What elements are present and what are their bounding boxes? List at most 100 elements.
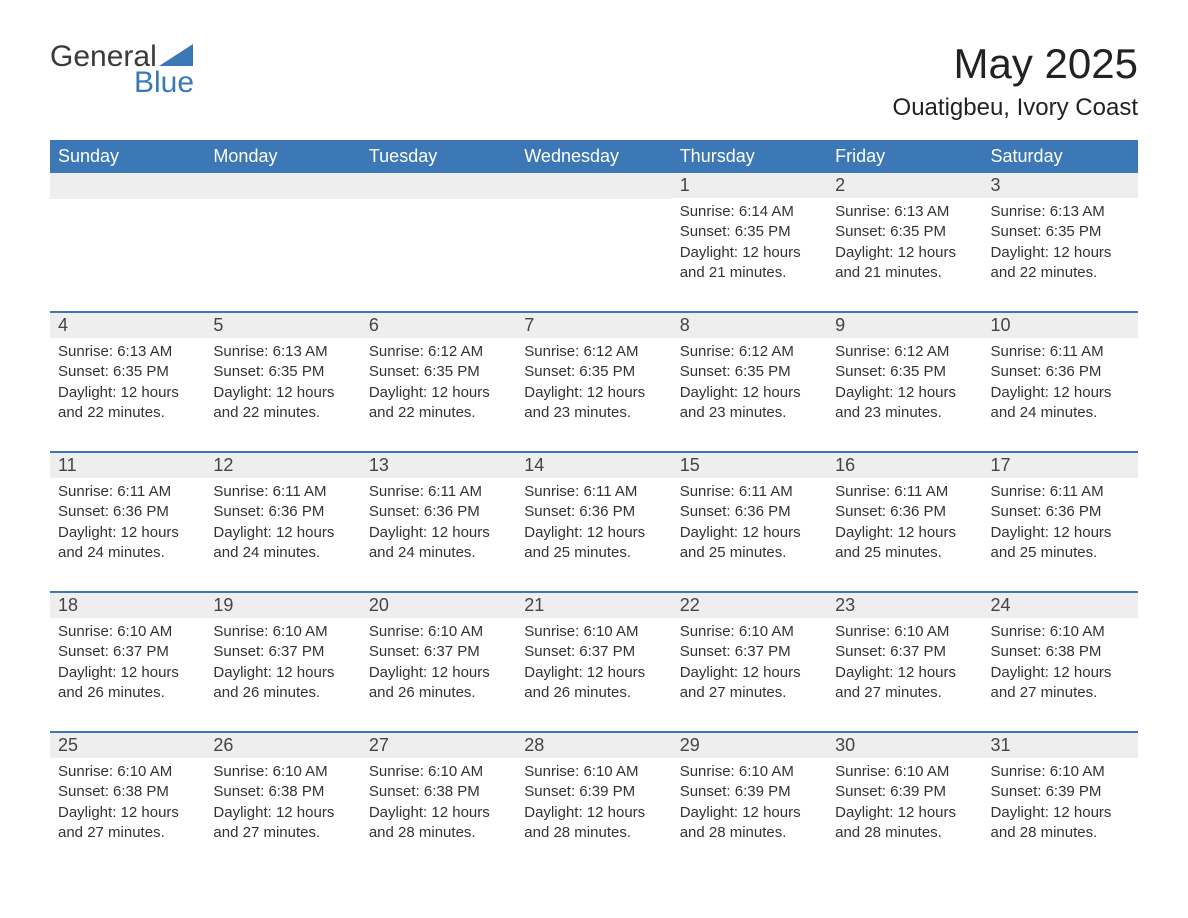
- page-header: General Blue May 2025 Ouatigbeu, Ivory C…: [50, 40, 1138, 122]
- day-body: Sunrise: 6:10 AMSunset: 6:39 PMDaylight:…: [516, 758, 671, 851]
- day-body: Sunrise: 6:10 AMSunset: 6:38 PMDaylight:…: [205, 758, 360, 851]
- daylight-text: Daylight: 12 hours and 27 minutes.: [991, 663, 1130, 704]
- day-body: Sunrise: 6:11 AMSunset: 6:36 PMDaylight:…: [50, 478, 205, 571]
- sunset-text: Sunset: 6:36 PM: [991, 362, 1130, 382]
- day-cell: 30Sunrise: 6:10 AMSunset: 6:39 PMDayligh…: [827, 733, 982, 853]
- sunrise-text: Sunrise: 6:12 AM: [835, 342, 974, 362]
- sunset-text: Sunset: 6:37 PM: [213, 642, 352, 662]
- daylight-text: Daylight: 12 hours and 28 minutes.: [369, 803, 508, 844]
- day-body: Sunrise: 6:10 AMSunset: 6:39 PMDaylight:…: [672, 758, 827, 851]
- day-body: Sunrise: 6:11 AMSunset: 6:36 PMDaylight:…: [516, 478, 671, 571]
- sunset-text: Sunset: 6:37 PM: [835, 642, 974, 662]
- daylight-text: Daylight: 12 hours and 24 minutes.: [991, 383, 1130, 424]
- day-number: [361, 173, 516, 199]
- day-body: Sunrise: 6:10 AMSunset: 6:37 PMDaylight:…: [361, 618, 516, 711]
- day-number: 18: [50, 593, 205, 618]
- daylight-text: Daylight: 12 hours and 25 minutes.: [524, 523, 663, 564]
- sunrise-text: Sunrise: 6:14 AM: [680, 202, 819, 222]
- daylight-text: Daylight: 12 hours and 25 minutes.: [991, 523, 1130, 564]
- sunset-text: Sunset: 6:39 PM: [835, 782, 974, 802]
- sunrise-text: Sunrise: 6:10 AM: [58, 622, 197, 642]
- daylight-text: Daylight: 12 hours and 28 minutes.: [835, 803, 974, 844]
- day-number: [205, 173, 360, 199]
- sunset-text: Sunset: 6:38 PM: [58, 782, 197, 802]
- day-body: Sunrise: 6:10 AMSunset: 6:37 PMDaylight:…: [672, 618, 827, 711]
- sunrise-text: Sunrise: 6:11 AM: [835, 482, 974, 502]
- sunrise-text: Sunrise: 6:11 AM: [213, 482, 352, 502]
- calendar: SundayMondayTuesdayWednesdayThursdayFrid…: [50, 140, 1138, 853]
- day-number: 17: [983, 453, 1138, 478]
- day-cell: 6 Sunrise: 6:12 AMSunset: 6:35 PMDaylight…: [361, 313, 516, 433]
- day-header: Wednesday: [516, 140, 671, 173]
- daylight-text: Daylight: 12 hours and 28 minutes.: [680, 803, 819, 844]
- day-cell: 9Sunrise: 6:12 AMSunset: 6:35 PMDaylight…: [827, 313, 982, 433]
- day-number: [516, 173, 671, 199]
- sunset-text: Sunset: 6:39 PM: [524, 782, 663, 802]
- day-body: Sunrise: 6:12 AMSunset: 6:35 PMDaylight:…: [516, 338, 671, 431]
- day-cell: 16Sunrise: 6:11 AMSunset: 6:36 PMDayligh…: [827, 453, 982, 573]
- day-cell: 5Sunrise: 6:13 AMSunset: 6:35 PMDaylight…: [205, 313, 360, 433]
- day-body: Sunrise: 6:10 AMSunset: 6:38 PMDaylight:…: [361, 758, 516, 851]
- day-number: 25: [50, 733, 205, 758]
- sunrise-text: Sunrise: 6:10 AM: [369, 622, 508, 642]
- day-cell: 14Sunrise: 6:11 AMSunset: 6:36 PMDayligh…: [516, 453, 671, 573]
- day-number: 26: [205, 733, 360, 758]
- daylight-text: Daylight: 12 hours and 21 minutes.: [835, 243, 974, 284]
- daylight-text: Daylight: 12 hours and 23 minutes.: [524, 383, 663, 424]
- day-body: Sunrise: 6:13 AMSunset: 6:35 PMDaylight:…: [50, 338, 205, 431]
- sunset-text: Sunset: 6:39 PM: [991, 782, 1130, 802]
- day-number: 28: [516, 733, 671, 758]
- day-cell: [361, 173, 516, 293]
- day-header: Monday: [205, 140, 360, 173]
- day-cell: 23Sunrise: 6:10 AMSunset: 6:37 PMDayligh…: [827, 593, 982, 713]
- sunrise-text: Sunrise: 6:11 AM: [680, 482, 819, 502]
- week-row: 11Sunrise: 6:11 AMSunset: 6:36 PMDayligh…: [50, 451, 1138, 573]
- sunset-text: Sunset: 6:36 PM: [524, 502, 663, 522]
- sunset-text: Sunset: 6:36 PM: [58, 502, 197, 522]
- daylight-text: Daylight: 12 hours and 27 minutes.: [213, 803, 352, 844]
- daylight-text: Daylight: 12 hours and 28 minutes.: [991, 803, 1130, 844]
- sunrise-text: Sunrise: 6:13 AM: [991, 202, 1130, 222]
- week-row: 1Sunrise: 6:14 AMSunset: 6:35 PMDaylight…: [50, 173, 1138, 293]
- sunset-text: Sunset: 6:35 PM: [213, 362, 352, 382]
- sunset-text: Sunset: 6:37 PM: [58, 642, 197, 662]
- sunrise-text: Sunrise: 6:10 AM: [835, 762, 974, 782]
- day-body: Sunrise: 6:10 AMSunset: 6:37 PMDaylight:…: [516, 618, 671, 711]
- logo-triangle-icon: [159, 44, 193, 66]
- daylight-text: Daylight: 12 hours and 23 minutes.: [835, 383, 974, 424]
- daylight-text: Daylight: 12 hours and 24 minutes.: [213, 523, 352, 564]
- daylight-text: Daylight: 12 hours and 25 minutes.: [680, 523, 819, 564]
- day-number: 27: [361, 733, 516, 758]
- logo-text-blue: Blue: [134, 66, 194, 100]
- sunset-text: Sunset: 6:37 PM: [524, 642, 663, 662]
- day-cell: 29Sunrise: 6:10 AMSunset: 6:39 PMDayligh…: [672, 733, 827, 853]
- sunset-text: Sunset: 6:35 PM: [369, 362, 508, 382]
- day-cell: 26Sunrise: 6:10 AMSunset: 6:38 PMDayligh…: [205, 733, 360, 853]
- daylight-text: Daylight: 12 hours and 28 minutes.: [524, 803, 663, 844]
- title-block: May 2025 Ouatigbeu, Ivory Coast: [893, 40, 1138, 122]
- day-number: 23: [827, 593, 982, 618]
- day-number: [50, 173, 205, 199]
- day-body: Sunrise: 6:11 AMSunset: 6:36 PMDaylight:…: [672, 478, 827, 571]
- sunrise-text: Sunrise: 6:11 AM: [58, 482, 197, 502]
- day-cell: 22Sunrise: 6:10 AMSunset: 6:37 PMDayligh…: [672, 593, 827, 713]
- day-header: Tuesday: [361, 140, 516, 173]
- daylight-text: Daylight: 12 hours and 21 minutes.: [680, 243, 819, 284]
- day-number: 10: [983, 313, 1138, 338]
- daylight-text: Daylight: 12 hours and 22 minutes.: [213, 383, 352, 424]
- day-number: 1: [672, 173, 827, 198]
- sunrise-text: Sunrise: 6:10 AM: [680, 622, 819, 642]
- weeks-container: 1Sunrise: 6:14 AMSunset: 6:35 PMDaylight…: [50, 173, 1138, 853]
- sunrise-text: Sunrise: 6:12 AM: [369, 342, 508, 362]
- logo: General Blue: [50, 40, 194, 100]
- daylight-text: Daylight: 12 hours and 22 minutes.: [369, 383, 508, 424]
- daylight-text: Daylight: 12 hours and 23 minutes.: [680, 383, 819, 424]
- day-body: Sunrise: 6:11 AMSunset: 6:36 PMDaylight:…: [983, 338, 1138, 431]
- day-number: 6: [361, 313, 516, 338]
- daylight-text: Daylight: 12 hours and 24 minutes.: [58, 523, 197, 564]
- day-number: 4: [50, 313, 205, 338]
- daylight-text: Daylight: 12 hours and 26 minutes.: [213, 663, 352, 704]
- week-row: 25Sunrise: 6:10 AMSunset: 6:38 PMDayligh…: [50, 731, 1138, 853]
- day-cell: 21Sunrise: 6:10 AMSunset: 6:37 PMDayligh…: [516, 593, 671, 713]
- daylight-text: Daylight: 12 hours and 25 minutes.: [835, 523, 974, 564]
